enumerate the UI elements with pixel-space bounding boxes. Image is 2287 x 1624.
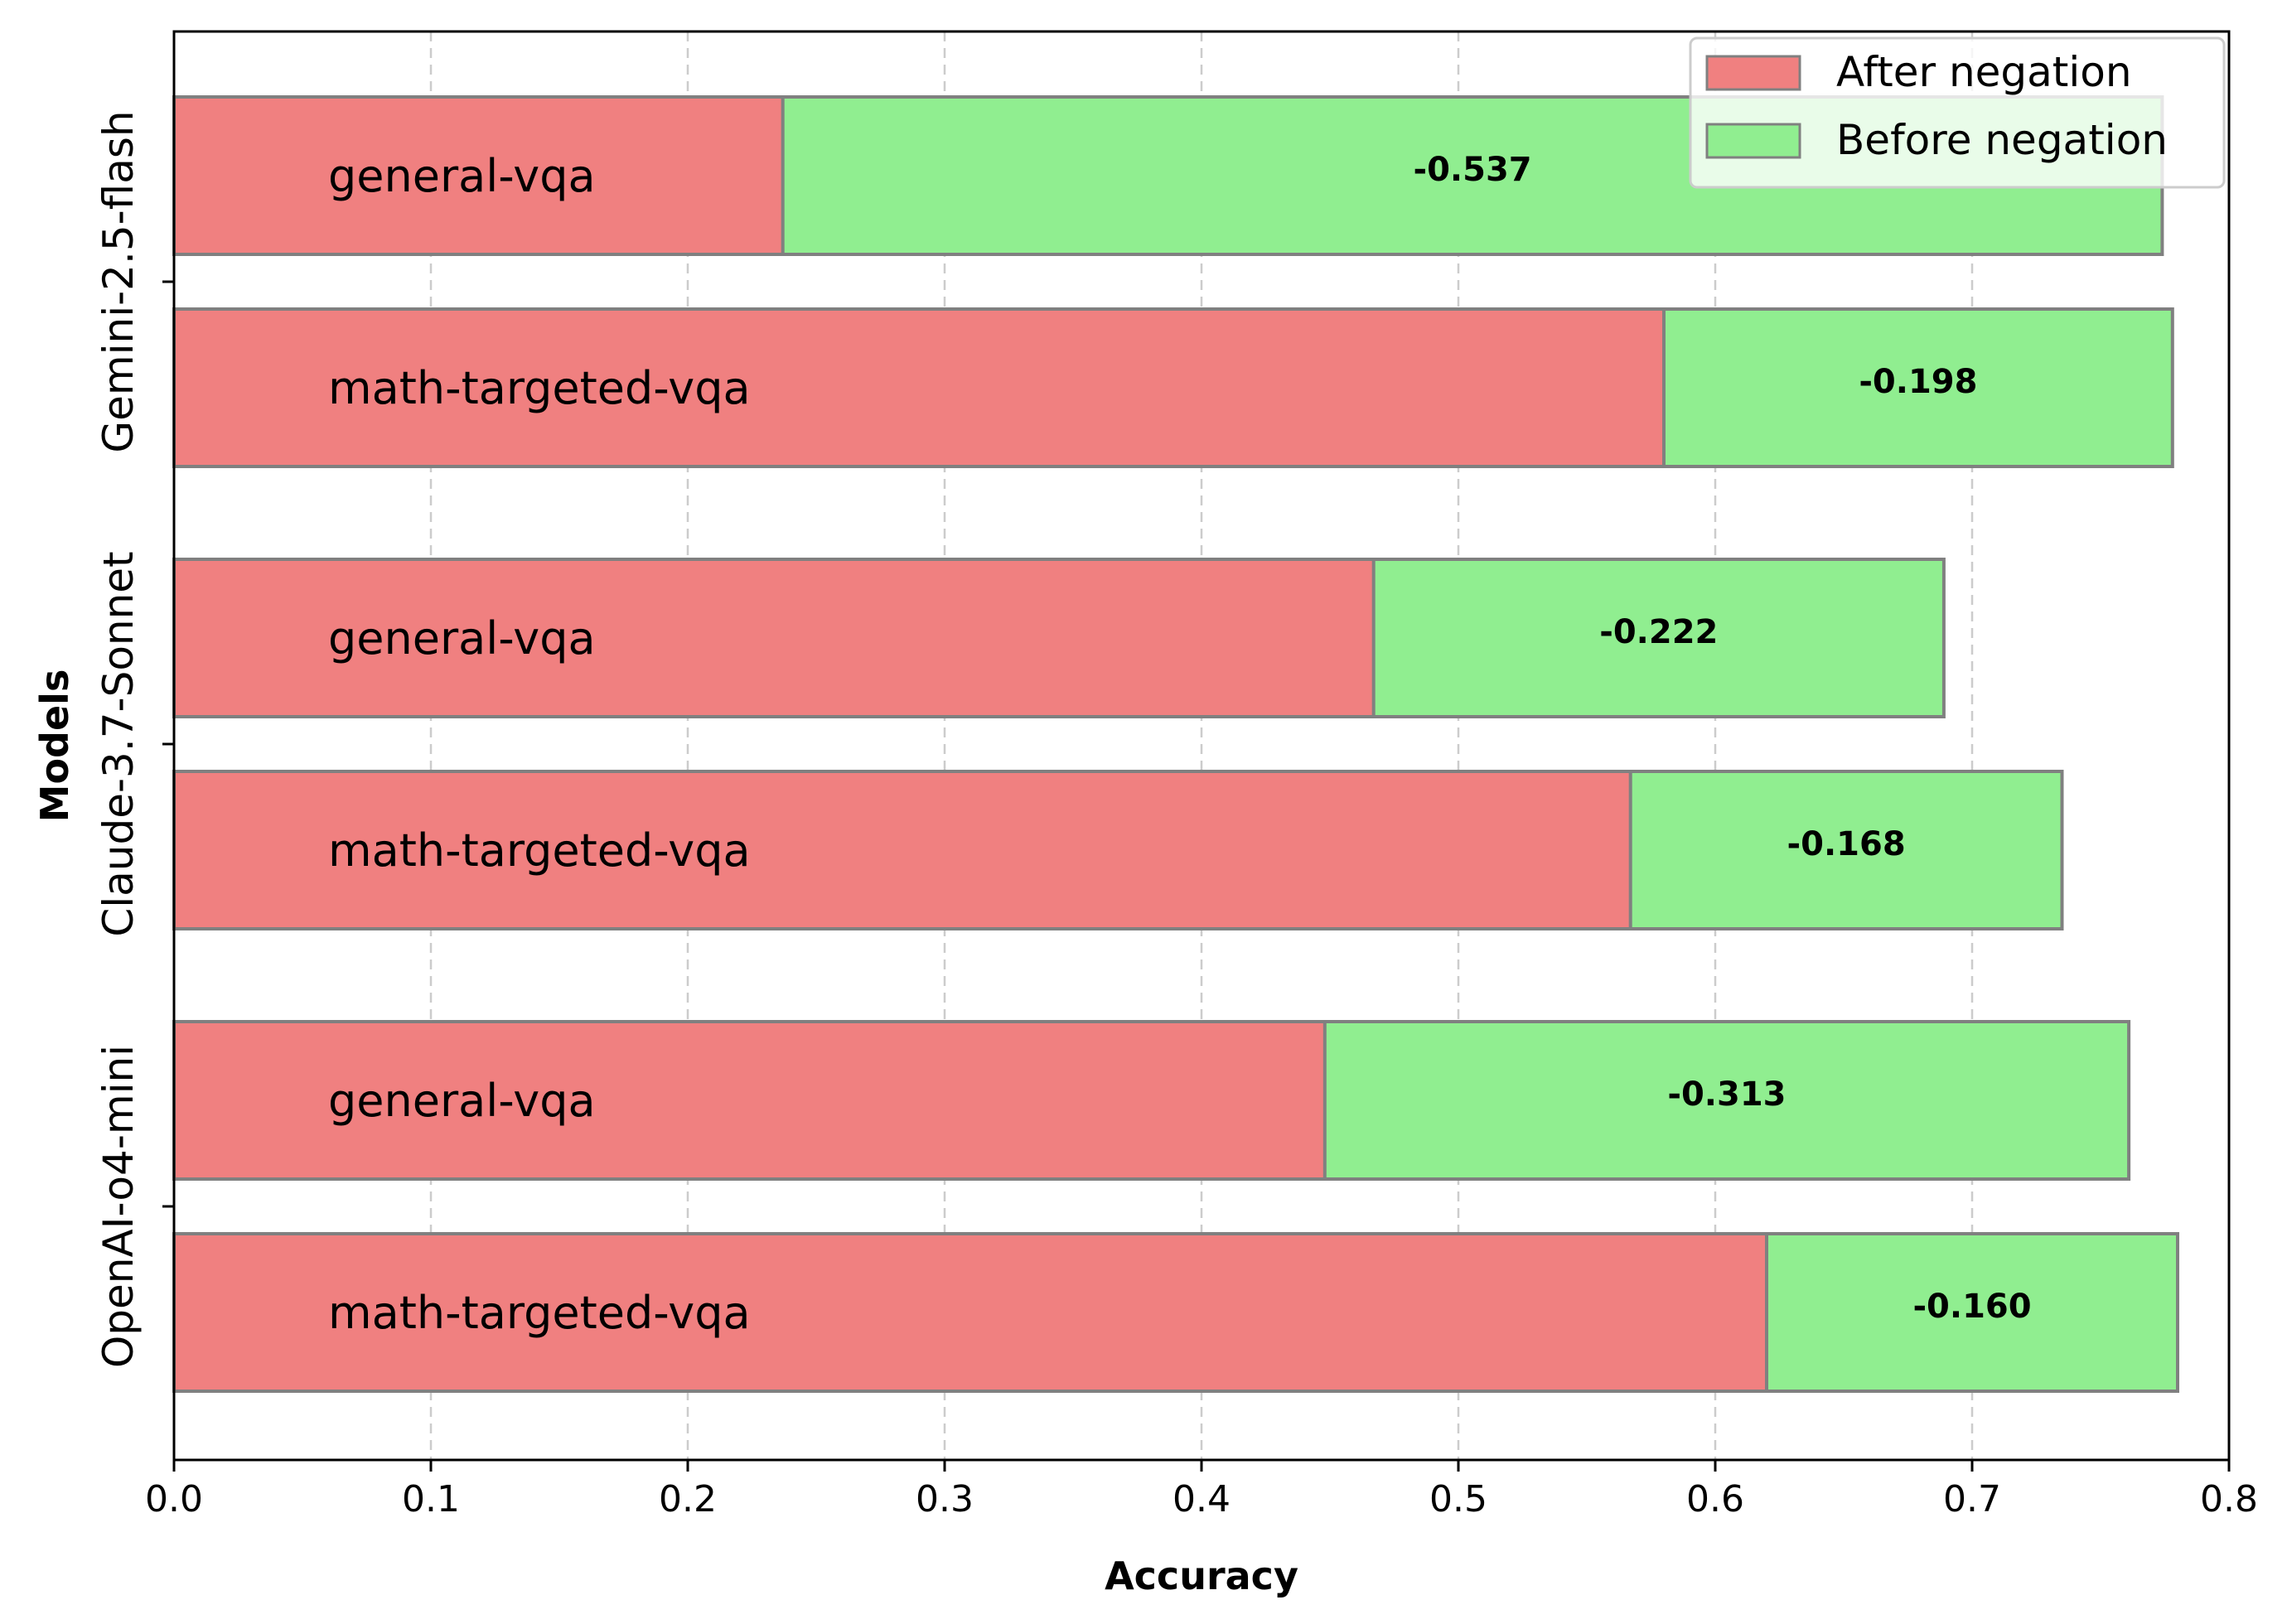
y-tick-label: OpenAI-o4-mini [94,1045,143,1368]
bar-task-label: math-targeted-vqa [328,362,751,414]
x-axis: 0.0 0.1 0.2 0.3 0.4 0.5 0.6 0.7 0.8 [145,1460,2258,1520]
x-tick-label: 0.8 [2200,1478,2258,1520]
bar-after-negation [172,558,1376,718]
legend-swatch [1705,55,1801,91]
x-tick-label: 0.7 [1943,1478,2001,1520]
legend: After negation Before negation [1689,36,2226,189]
x-axis-title: Accuracy [1105,1554,1298,1598]
x-tick-label: 0.2 [659,1478,717,1520]
bar-after-negation [172,1232,1768,1393]
x-tick-label: 0.6 [1686,1478,1744,1520]
y-tick-label: Claude-3.7-Sonnet [94,551,143,936]
bar-delta-label: -0.198 [1859,363,1977,401]
bar-after-negation [172,770,1632,930]
bars-layer: general-vqa -0.537 math-targeted-vqa -0.198… [172,95,2179,1393]
bar-after-negation [172,307,1666,468]
y-axis: Gemini-2.5-flash Claude-3.7-Sonnet OpenAI-… [94,110,174,1368]
x-tick-label: 0.0 [145,1478,203,1520]
legend-box [1689,36,2226,189]
x-tick-label: 0.4 [1173,1478,1231,1520]
bar-task-label: general-vqa [328,150,596,202]
bar-delta-label: -0.160 [1912,1288,2031,1326]
bar-delta-label: -0.222 [1599,613,1718,651]
bar-task-label: math-targeted-vqa [328,824,751,877]
legend-swatch [1705,123,1801,159]
bar-task-label: general-vqa [328,1075,596,1127]
x-tick-label: 0.3 [916,1478,974,1520]
bar-after-negation [172,95,785,256]
bar-delta-label: -0.313 [1667,1075,1786,1114]
x-tick-label: 0.5 [1429,1478,1487,1520]
y-tick-label: Gemini-2.5-flash [94,110,143,452]
bar-delta-label: -0.537 [1413,151,1531,189]
x-tick-label: 0.1 [402,1478,460,1520]
legend-label: After negation [1836,48,2132,96]
legend-label: Before negation [1836,116,2168,164]
bar-task-label: general-vqa [328,612,596,665]
grid-layer [429,31,1974,1460]
y-axis-title: Models [32,669,77,823]
bar-task-label: math-targeted-vqa [328,1287,751,1339]
bar-delta-label: -0.168 [1787,825,1906,863]
